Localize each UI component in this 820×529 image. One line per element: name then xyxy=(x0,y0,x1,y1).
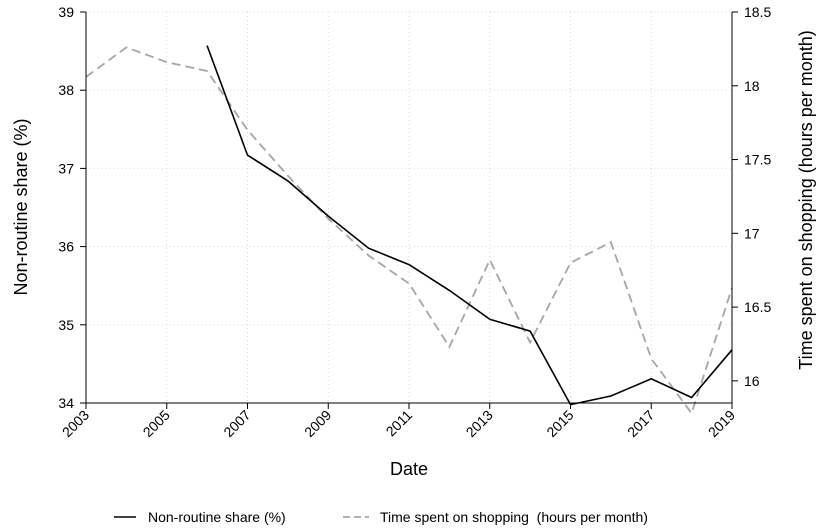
non-routine-share-line xyxy=(206,45,733,406)
x-tick-label: 2015 xyxy=(543,407,576,440)
x-tick-label: 2003 xyxy=(59,407,92,440)
x-axis-ticks: 2003 2005 2007 2009 2011 2013 2015 2017 2019 xyxy=(59,403,738,440)
right-tick-label: 18.5 xyxy=(744,4,771,20)
left-tick-label: 38 xyxy=(58,82,74,98)
left-axis-ticks: 34 35 36 37 38 39 xyxy=(58,4,86,411)
left-tick-label: 35 xyxy=(58,317,74,333)
right-tick-label: 17 xyxy=(744,225,760,241)
x-tick-label: 2019 xyxy=(705,407,738,440)
right-axis-title: Time spent on shopping (hours per month) xyxy=(796,30,816,370)
x-tick-label: 2013 xyxy=(463,407,496,440)
x-tick-label: 2005 xyxy=(140,407,173,440)
legend-label-shopping: Time spent on shopping (hours per month) xyxy=(380,509,648,525)
left-tick-label: 34 xyxy=(58,395,74,411)
left-axis-title: Non-routine share (%) xyxy=(11,118,31,295)
plot-background xyxy=(86,12,732,403)
series-group xyxy=(85,45,733,416)
x-tick-label: 2007 xyxy=(220,407,253,440)
left-tick-label: 37 xyxy=(58,160,74,176)
left-tick-label: 36 xyxy=(58,239,74,255)
right-axis-ticks: 16 16.5 17 17.5 18 18.5 xyxy=(732,4,771,389)
x-axis-title: Date xyxy=(390,459,428,479)
left-tick-label: 39 xyxy=(58,4,74,20)
legend-label-non-routine: Non-routine share (%) xyxy=(148,509,286,525)
x-tick-label: 2017 xyxy=(624,407,657,440)
shopping-time-line xyxy=(85,46,733,416)
legend: Non-routine share (%) Time spent on shop… xyxy=(114,509,648,525)
x-tick-label: 2011 xyxy=(383,407,416,440)
right-tick-label: 17.5 xyxy=(744,152,771,168)
x-tick-label: 2009 xyxy=(301,407,334,440)
right-tick-label: 16.5 xyxy=(744,299,771,315)
right-tick-label: 18 xyxy=(744,78,760,94)
right-tick-label: 16 xyxy=(744,373,760,389)
